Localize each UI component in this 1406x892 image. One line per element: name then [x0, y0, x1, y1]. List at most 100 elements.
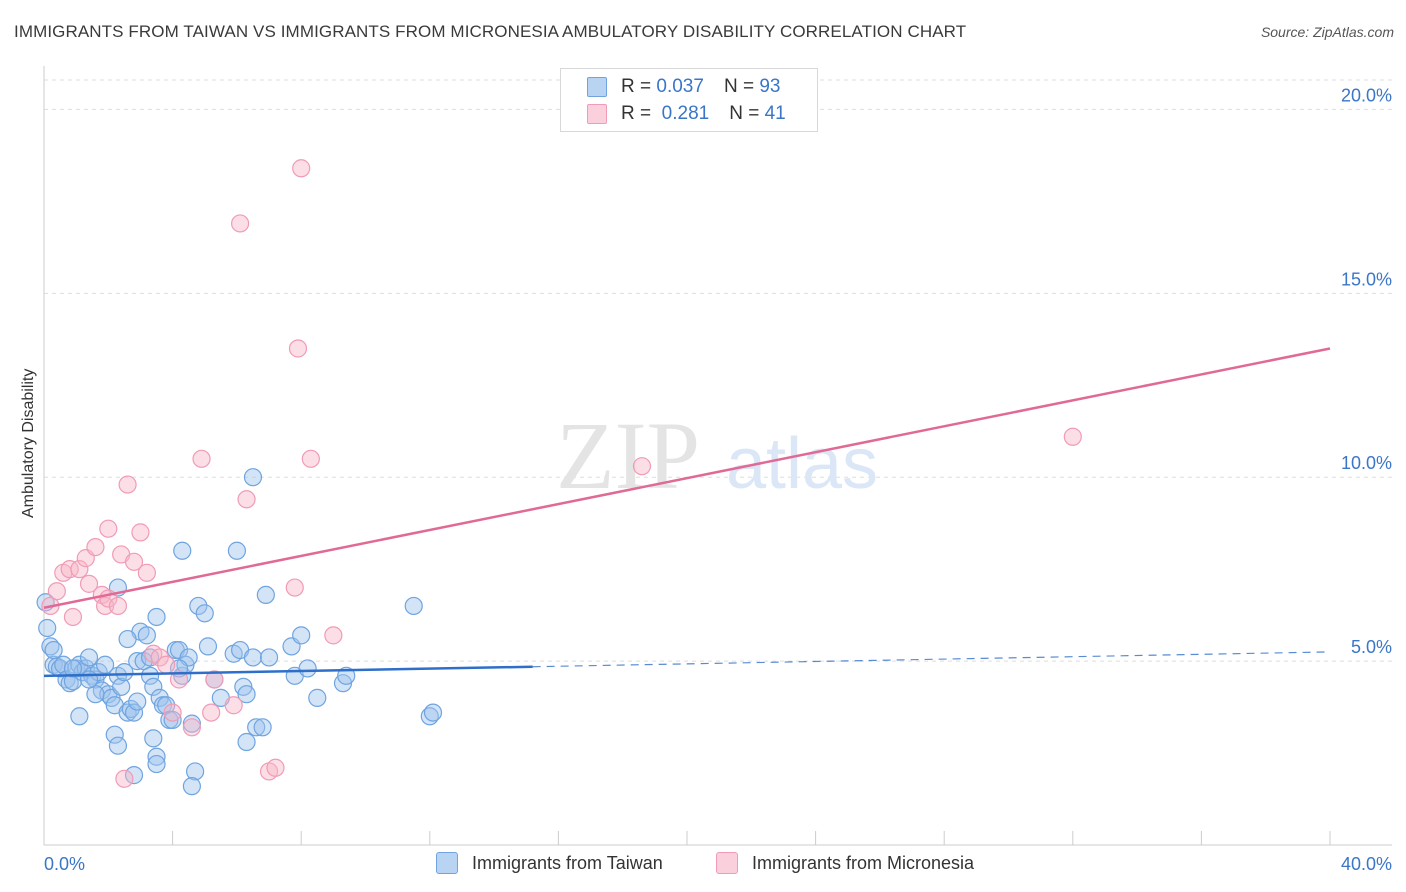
legend-r-value: 0.281: [661, 103, 710, 124]
taiwan-point: [147, 747, 166, 766]
taiwan-point: [237, 685, 256, 704]
micronesia-point: [324, 626, 343, 645]
micronesia-point: [60, 560, 79, 579]
legend-n-value: 41: [764, 103, 786, 124]
taiwan-point: [404, 596, 423, 616]
y-tick-label: 5.0%: [1351, 637, 1392, 657]
taiwan-point: [256, 585, 275, 605]
legend-n-label: N =: [723, 76, 755, 97]
taiwan-point: [247, 718, 266, 737]
micronesia-point: [47, 582, 66, 601]
taiwan-point: [79, 648, 99, 667]
taiwan-point: [298, 659, 317, 678]
taiwan-point: [147, 754, 166, 774]
taiwan-point: [163, 710, 182, 730]
micronesia-point: [163, 703, 182, 722]
micronesia-trend-line: [43, 347, 1331, 610]
micronesia-point: [131, 523, 150, 542]
taiwan-point: [124, 703, 144, 722]
taiwan-point: [118, 629, 137, 649]
taiwan-point: [186, 762, 205, 781]
taiwan-point: [79, 670, 99, 689]
taiwan-point: [182, 777, 201, 796]
micronesia-point: [115, 769, 134, 788]
taiwan-point: [140, 666, 160, 685]
micronesia-point: [99, 519, 118, 538]
micronesia-point: [231, 214, 250, 233]
taiwan-point: [124, 766, 144, 785]
watermark-zip: ZIP: [556, 402, 700, 509]
micronesia-point: [150, 648, 169, 667]
taiwan-point: [44, 640, 63, 660]
legend-row-taiwan: R = 0.037 N = 93: [587, 75, 780, 99]
taiwan-point: [95, 655, 115, 674]
legend-n-value: 93: [759, 76, 781, 97]
tick-labels: 5.0% 10.0% 15.0% 20.0% 0.0% 40.0%: [44, 85, 1392, 874]
taiwan-point: [108, 736, 128, 755]
source-label: Source: ZipAtlas.com: [1260, 24, 1394, 40]
micronesia-point: [301, 449, 320, 468]
micronesia-point: [205, 670, 224, 689]
micronesia-point: [169, 670, 189, 689]
taiwan-point: [144, 677, 163, 696]
micronesia-point: [118, 475, 137, 494]
taiwan-point: [70, 707, 89, 726]
legend-item-taiwan: Immigrants from Taiwan: [436, 852, 663, 874]
legend-label-taiwan: Immigrants from Taiwan: [472, 852, 663, 873]
taiwan-point: [308, 688, 327, 707]
taiwan-point: [243, 648, 263, 667]
taiwan-point: [105, 725, 124, 744]
trend-lines: [43, 347, 1331, 678]
correlation-legend: R = 0.037 N = 93 R = 0.281 N = 41: [560, 68, 818, 132]
taiwan-point: [292, 626, 311, 645]
taiwan-point: [227, 541, 246, 560]
series-legend: Immigrants from Taiwan Immigrants from M…: [0, 852, 1406, 876]
taiwan-point: [115, 663, 134, 682]
taiwan-point: [189, 596, 208, 616]
taiwan-point: [89, 663, 108, 682]
grid-lines: [44, 79, 1392, 662]
chart-title: IMMIGRANTS FROM TAIWAN VS IMMIGRANTS FRO…: [14, 22, 967, 41]
micronesia-point: [137, 563, 156, 582]
micronesia-point: [237, 490, 256, 509]
legend-r-value: 0.037: [656, 76, 704, 97]
taiwan-point: [198, 637, 218, 656]
legend-swatch-micronesia: [716, 852, 738, 874]
legend-swatch-micronesia: [587, 104, 607, 124]
taiwan-trend-extension: [532, 651, 1331, 668]
watermark: ZIP atlas: [556, 402, 878, 509]
micronesia-point: [224, 696, 243, 715]
taiwan-point: [237, 732, 256, 752]
watermark-atlas: atlas: [726, 424, 878, 504]
legend-n-label: N =: [729, 103, 760, 124]
taiwan-point: [243, 468, 263, 487]
taiwan-point: [137, 626, 156, 645]
taiwan-point: [144, 729, 163, 748]
legend-swatch-taiwan: [587, 77, 607, 97]
taiwan-point: [195, 604, 214, 623]
micronesia-point: [202, 703, 221, 722]
taiwan-point: [63, 659, 83, 678]
micronesia-point: [285, 578, 304, 597]
micronesia-point: [157, 655, 176, 674]
micronesia-point: [288, 339, 308, 358]
taiwan-point: [253, 718, 272, 737]
taiwan-trend-line: [43, 665, 533, 678]
taiwan-point: [423, 703, 443, 722]
y-tick-label: 10.0%: [1341, 453, 1392, 473]
taiwan-point: [112, 677, 131, 696]
micronesia-point: [86, 537, 105, 557]
y-tick-label: 20.0%: [1341, 85, 1392, 105]
legend-r-label: R =: [621, 76, 652, 97]
taiwan-points: [36, 468, 443, 796]
micronesia-point: [1063, 427, 1082, 446]
micronesia-point: [192, 449, 211, 468]
micronesia-point: [108, 596, 128, 616]
legend-r-label: R =: [621, 103, 652, 124]
micronesia-point: [124, 552, 144, 571]
taiwan-point: [128, 692, 147, 711]
legend-label-micronesia: Immigrants from Micronesia: [752, 852, 975, 873]
micronesia-point: [182, 718, 201, 737]
taiwan-point: [259, 648, 279, 667]
micronesia-point: [266, 758, 285, 777]
